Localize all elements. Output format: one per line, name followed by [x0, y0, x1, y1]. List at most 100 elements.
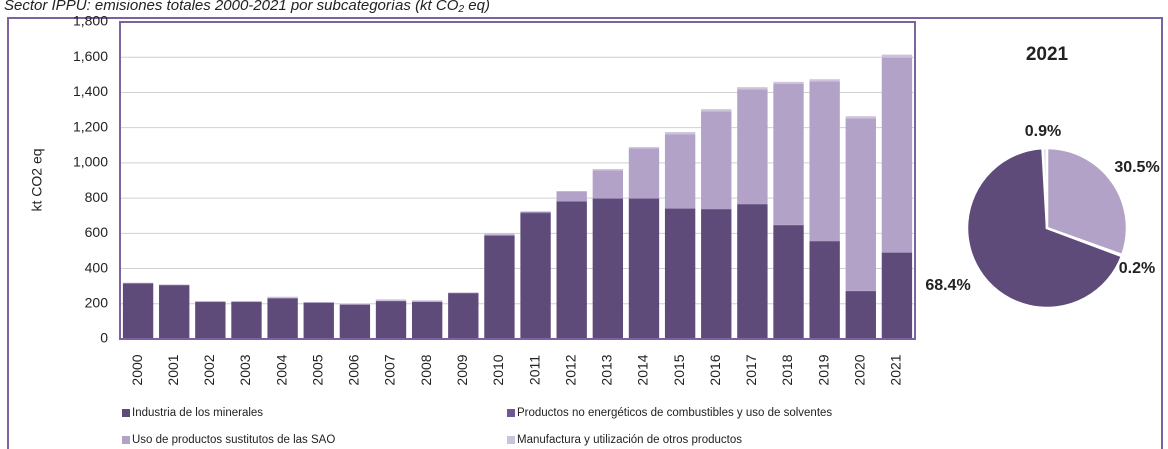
y-tick-label: 1,800	[73, 13, 108, 29]
pie-label: 0.9%	[1025, 123, 1061, 140]
x-tick-label: 2019	[815, 354, 831, 385]
bar-segment	[773, 224, 804, 226]
bar-segment	[375, 299, 407, 301]
pie-title: 2021	[1026, 44, 1069, 65]
bar-segment	[737, 89, 768, 204]
bar-segment	[845, 116, 876, 119]
bar-segment	[159, 285, 190, 339]
legend-swatch	[507, 436, 515, 444]
legend-label: Manufactura y utilización de otros produ…	[517, 434, 742, 446]
bar-segment	[592, 198, 624, 339]
bar-segment	[231, 301, 262, 302]
pie-label: 68.4%	[925, 277, 970, 294]
bar-segment	[809, 81, 840, 241]
bar-segment	[267, 298, 298, 339]
bar-segment	[737, 204, 768, 339]
bar-segment	[809, 79, 840, 82]
pie-slice	[965, 146, 1124, 310]
chart-title: Sector IPPU: emisiones totales 2000-2021…	[4, 0, 490, 14]
pie-label: 30.5%	[1114, 159, 1159, 176]
x-tick-label: 2002	[201, 354, 217, 385]
y-tick-label: 600	[85, 224, 109, 240]
y-tick-label: 1,000	[73, 154, 108, 170]
bar-segment	[881, 54, 913, 58]
bar-segment	[628, 198, 660, 199]
legend-label: Industria de los minerales	[132, 407, 263, 419]
bar-segment	[809, 241, 840, 339]
bar-segment	[809, 240, 840, 242]
x-tick-label: 2015	[671, 354, 687, 385]
x-tick-label: 2010	[490, 354, 506, 385]
bar-segment	[375, 301, 407, 339]
legend-label: Uso de productos sustitutos de las SAO	[132, 434, 335, 446]
bar-segment	[881, 57, 913, 253]
legend-swatch	[122, 409, 130, 417]
x-tick-label: 2020	[851, 354, 867, 385]
bar-segment	[664, 134, 696, 209]
bar-segment	[701, 209, 732, 210]
y-tick-label: 1,600	[73, 48, 108, 64]
x-tick-label: 2007	[382, 354, 398, 385]
x-tick-label: 2001	[165, 354, 181, 385]
bar-segment	[628, 148, 660, 199]
bar-segment	[701, 109, 732, 112]
bar-segment	[737, 203, 768, 205]
bar-segment	[159, 284, 190, 285]
bar-segment	[845, 118, 876, 291]
frame	[7, 17, 1163, 449]
bar-segment	[664, 208, 696, 339]
bar-segment	[664, 132, 696, 135]
legend-label: Productos no energéticos de combustibles…	[517, 407, 832, 419]
bar-segment	[845, 291, 876, 339]
x-tick-label: 2011	[526, 355, 542, 385]
x-tick-label: 2003	[237, 354, 253, 385]
bar-segment	[701, 111, 732, 210]
x-tick-label: 2018	[779, 354, 795, 385]
bar-segment	[339, 304, 371, 339]
bar-segment	[195, 302, 226, 339]
y-tick-label: 800	[85, 189, 109, 205]
bar-segment	[556, 191, 587, 202]
bar-segment	[195, 301, 226, 302]
bar-segment	[628, 147, 660, 149]
bar-segment	[520, 212, 551, 214]
y-tick-label: 1,200	[73, 118, 108, 134]
bar-segment	[303, 302, 334, 339]
bar-segment	[664, 208, 696, 209]
bar-segment	[773, 83, 804, 225]
y-tick-label: 0	[100, 330, 108, 346]
bar-segment	[592, 169, 624, 171]
bar-segment	[592, 170, 624, 199]
bar-segment	[773, 81, 804, 84]
bar-segment	[592, 198, 624, 199]
y-axis-label: kt CO2 eq	[29, 148, 45, 211]
x-tick-label: 2016	[707, 354, 723, 385]
bar-segment	[448, 293, 479, 339]
bar-segment	[411, 300, 443, 302]
y-tick-label: 200	[85, 294, 109, 310]
pie-label: 0.2%	[1119, 260, 1155, 277]
bar-segment	[122, 283, 154, 339]
x-tick-label: 2009	[454, 354, 470, 385]
x-tick-label: 2000	[129, 354, 145, 385]
pie-slice	[1045, 146, 1129, 257]
bar-segment	[520, 213, 551, 339]
y-tick-label: 1,400	[73, 83, 108, 99]
x-tick-label: 2006	[346, 354, 362, 385]
bar-segment	[737, 87, 768, 90]
bar-segment	[339, 303, 371, 305]
y-tick-label: 400	[85, 259, 109, 275]
bar-segment	[556, 201, 587, 202]
bar-segment	[845, 290, 876, 292]
x-tick-label: 2008	[418, 354, 434, 385]
bar-segment	[122, 282, 154, 284]
x-tick-label: 2014	[635, 354, 651, 385]
bar-segment	[773, 225, 804, 339]
x-tick-label: 2017	[743, 354, 759, 385]
x-tick-label: 2021	[888, 354, 904, 385]
x-tick-label: 2004	[273, 354, 289, 385]
bar-segment	[303, 302, 334, 303]
bar-segment	[484, 233, 515, 235]
x-tick-label: 2005	[309, 354, 325, 385]
